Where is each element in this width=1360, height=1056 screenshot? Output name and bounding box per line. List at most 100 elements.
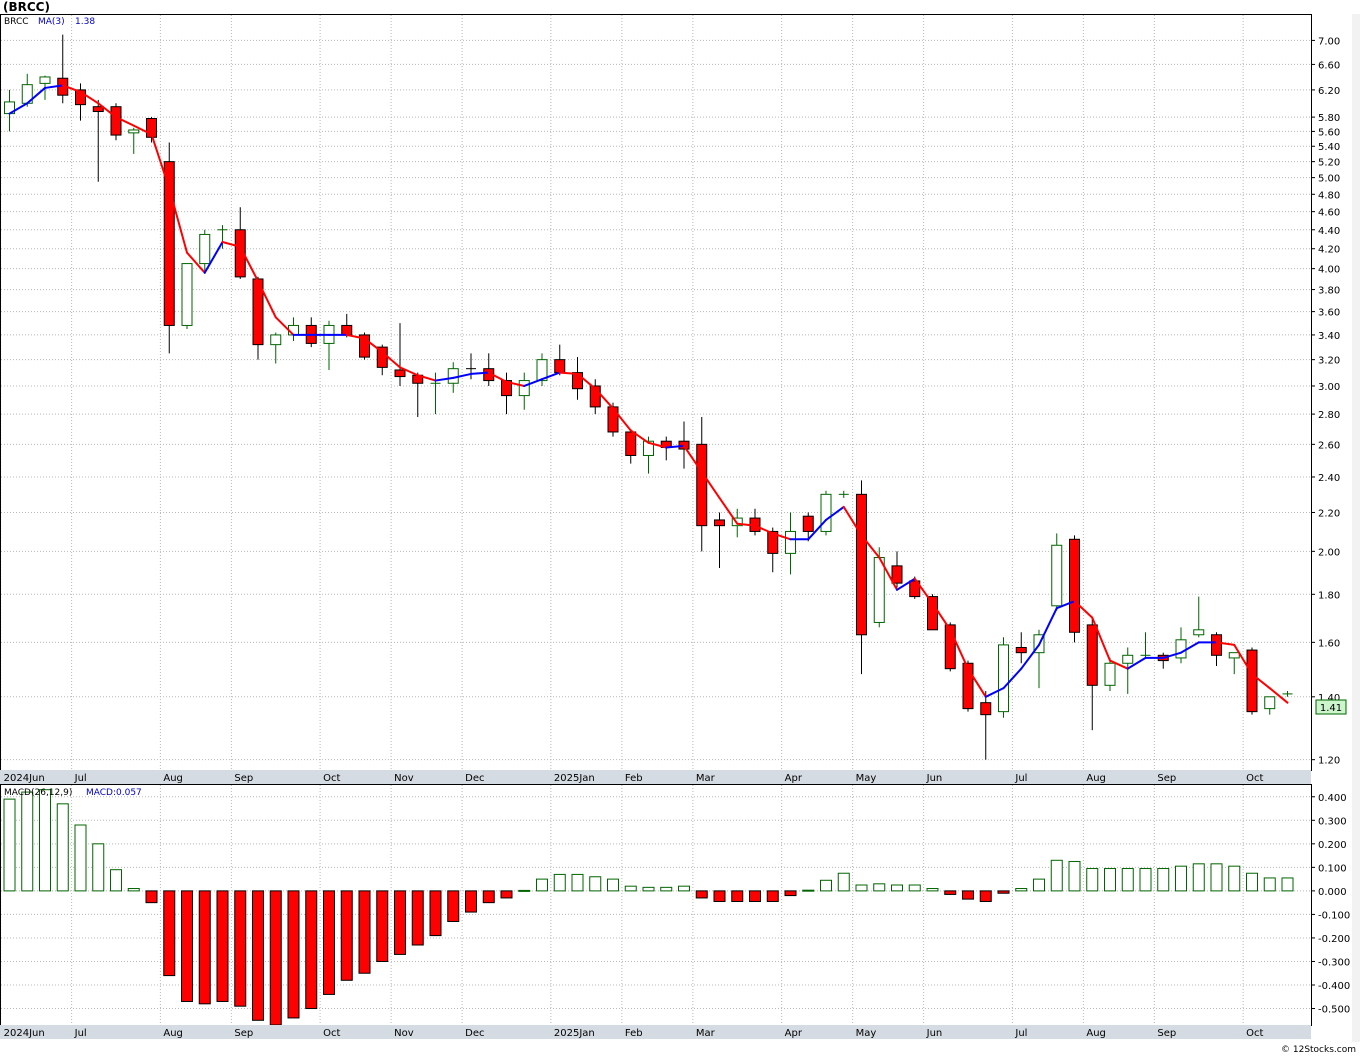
- price-tick-label: 1.80: [1318, 590, 1340, 601]
- macd-bar: [39, 789, 51, 892]
- right-edge-strip: [1352, 14, 1360, 1042]
- month-label: Jul: [74, 1028, 87, 1039]
- macd-bar: [1015, 888, 1028, 892]
- macd-bar: [589, 876, 602, 892]
- candle-body: [1175, 639, 1187, 659]
- ma-segment: [1126, 656, 1147, 670]
- macd-bar: [837, 872, 850, 892]
- macd-bar: [536, 878, 548, 892]
- candle-body: [1051, 544, 1063, 607]
- candle-body: [536, 359, 548, 382]
- macd-bar: [908, 884, 921, 892]
- macd-time-axis: [0, 1025, 1311, 1039]
- macd-bar: [553, 873, 566, 892]
- candle: [1193, 596, 1205, 638]
- candle-body: [607, 406, 619, 433]
- candle-body: [998, 644, 1009, 713]
- candle-body: [92, 106, 104, 113]
- candle: [1140, 632, 1151, 658]
- ma-segment: [700, 470, 721, 499]
- candle-body: [39, 76, 51, 84]
- ma-segment: [470, 371, 490, 375]
- month-label: Jul: [1014, 773, 1027, 784]
- ma-segment: [1109, 659, 1129, 670]
- candle: [785, 512, 796, 575]
- ma-segment: [345, 333, 366, 340]
- ma-segment: [274, 316, 295, 336]
- ma-segment: [736, 522, 756, 527]
- ma-segment: [612, 407, 632, 432]
- ma-segment: [1251, 673, 1271, 690]
- macd-bar: [74, 824, 87, 892]
- ma-segment: [896, 577, 916, 591]
- ma-segment: [61, 84, 82, 93]
- macd-tick-label: 0.100: [1318, 863, 1347, 874]
- candle-body: [944, 624, 956, 670]
- candle-body: [802, 515, 814, 532]
- macd-bar: [944, 890, 957, 895]
- candle-body: [1086, 624, 1098, 686]
- ma-segment: [97, 102, 117, 119]
- candle: [110, 103, 122, 141]
- macd-tick-label: 0.000: [1318, 887, 1347, 898]
- macd-bar: [3, 798, 16, 892]
- ma-segment: [984, 687, 1005, 698]
- price-tick-label: 4.80: [1318, 190, 1340, 201]
- price-tick-label: 2.60: [1318, 440, 1340, 451]
- ma-segment: [1038, 607, 1058, 646]
- candle-body: [394, 369, 406, 378]
- candle-body: [234, 229, 246, 278]
- macd-bar: [429, 890, 442, 937]
- month-label: Mar: [696, 1028, 716, 1039]
- macd-bar: [518, 889, 531, 892]
- macd-month-labels: 2024Jun Jul Aug Sep Oct Nov Dec 2025Jan Feb Mar Ap…: [4, 1028, 1264, 1039]
- macd-bar: [1086, 868, 1099, 892]
- ma-segment: [186, 251, 206, 274]
- ma-segment: [576, 372, 597, 390]
- macd-bar: [323, 890, 335, 995]
- candle: [767, 527, 779, 573]
- month-label: Mar: [696, 773, 716, 784]
- last-price-label: 1.41: [1320, 703, 1342, 714]
- candle: [1246, 647, 1258, 715]
- ma-segment: [363, 337, 384, 354]
- ma-segment: [967, 667, 987, 698]
- macd-bar: [660, 886, 673, 892]
- ma-segment: [1268, 687, 1289, 704]
- macd-bar: [1139, 868, 1152, 892]
- macd-bar: [269, 890, 282, 1026]
- candle-body: [128, 129, 140, 134]
- candle: [572, 357, 583, 400]
- candle-body: [181, 263, 193, 326]
- month-label: Aug: [1086, 1028, 1106, 1039]
- macd-tick-label: 0.300: [1318, 816, 1347, 827]
- macd-bar: [962, 890, 974, 900]
- macd-tick-label: 0.400: [1318, 793, 1347, 804]
- price-tick-label: 3.00: [1318, 382, 1340, 393]
- macd-bar: [163, 890, 176, 977]
- candle-body: [927, 596, 938, 631]
- candle-body: [962, 662, 974, 710]
- macd-bar: [1281, 877, 1294, 892]
- macd-bar: [127, 888, 140, 892]
- ma-segment: [1180, 641, 1200, 654]
- ma-segment: [842, 505, 863, 537]
- macd-bar: [234, 890, 247, 1007]
- candle: [1015, 632, 1027, 664]
- ma-segment: [487, 371, 508, 383]
- ma-segment: [718, 496, 739, 525]
- price-tick-label: 2.00: [1318, 547, 1340, 558]
- candle-body: [572, 372, 583, 390]
- candle: [199, 229, 211, 274]
- macd-bar: [56, 803, 69, 892]
- macd-bar: [1175, 865, 1187, 892]
- candle: [696, 417, 708, 552]
- ma-segment: [594, 387, 614, 410]
- candle-body: [980, 702, 992, 716]
- ma-segment: [26, 86, 46, 105]
- month-label: Nov: [394, 1028, 414, 1039]
- candle-body: [696, 443, 708, 527]
- price-tick-label: 1.20: [1318, 756, 1340, 767]
- candle-body: [163, 161, 175, 326]
